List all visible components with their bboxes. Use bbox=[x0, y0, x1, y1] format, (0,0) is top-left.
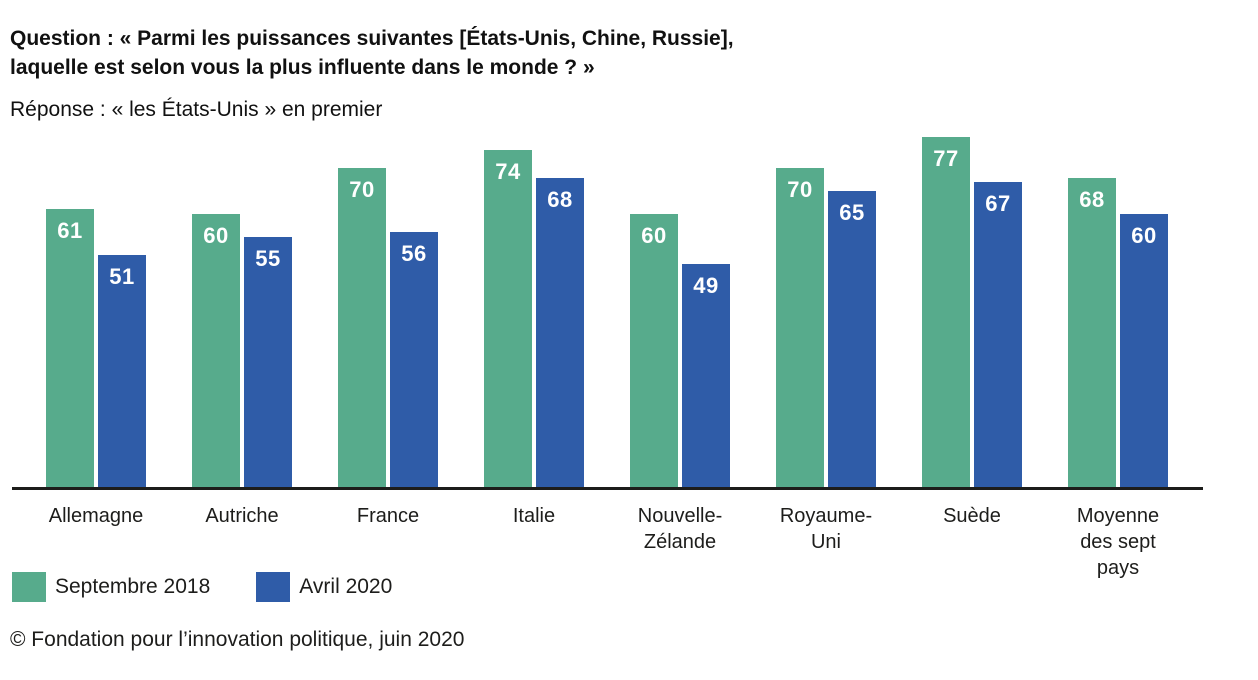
legend: Septembre 2018 Avril 2020 bbox=[12, 572, 392, 602]
bar-avril-2020: 51 bbox=[98, 255, 146, 487]
legend-item-septembre-2018: Septembre 2018 bbox=[12, 572, 210, 602]
bar-avril-2020: 60 bbox=[1120, 214, 1168, 487]
category-axis-labels: Allemagne Autriche France Italie Nouvelle- Z… bbox=[0, 503, 1258, 583]
bar-value-label: 61 bbox=[57, 218, 83, 243]
bar-value-label: 60 bbox=[641, 223, 667, 248]
bar-value-label: 55 bbox=[255, 246, 281, 271]
copyright-credit: © Fondation pour l’innovation politique,… bbox=[10, 628, 465, 651]
category-label: Suède bbox=[943, 505, 1001, 527]
category-label: Nouvelle- Zélande bbox=[637, 505, 723, 553]
bar-value-label: 77 bbox=[933, 146, 959, 171]
x-axis-line bbox=[12, 487, 1203, 490]
bar-value-label: 60 bbox=[1131, 223, 1157, 248]
legend-label-septembre-2018: Septembre 2018 bbox=[55, 575, 211, 598]
bar-value-label: 68 bbox=[1079, 187, 1105, 212]
bar-septembre-2018: 60 bbox=[630, 214, 678, 487]
bar-value-label: 51 bbox=[109, 264, 135, 289]
answer-subtitle: Réponse : « les États-Unis » en premier bbox=[10, 98, 383, 121]
bar-avril-2020: 55 bbox=[244, 237, 292, 487]
bar-value-label: 56 bbox=[401, 241, 427, 266]
bar-value-label: 74 bbox=[495, 159, 521, 184]
bar-value-label: 70 bbox=[349, 177, 375, 202]
bar-septembre-2018: 70 bbox=[338, 168, 386, 487]
legend-swatch-septembre-2018 bbox=[12, 572, 46, 602]
legend-label-avril-2020: Avril 2020 bbox=[299, 575, 393, 598]
bar-septembre-2018: 60 bbox=[192, 214, 240, 487]
bar-septembre-2018: 70 bbox=[776, 168, 824, 487]
bar-avril-2020: 68 bbox=[536, 178, 584, 487]
category-label: Royaume- Uni bbox=[779, 505, 873, 553]
bar-value-label: 65 bbox=[839, 200, 865, 225]
bar-value-label: 70 bbox=[787, 177, 813, 202]
bar-value-label: 60 bbox=[203, 223, 229, 248]
bar-avril-2020: 49 bbox=[682, 264, 730, 487]
bar-value-label: 68 bbox=[547, 187, 573, 212]
category-label: Italie bbox=[512, 505, 556, 527]
bar-value-label: 49 bbox=[693, 273, 719, 298]
category-label: Moyenne des sept pays bbox=[1076, 505, 1160, 579]
bar-septembre-2018: 61 bbox=[46, 209, 94, 487]
bar-value-label: 67 bbox=[985, 191, 1011, 216]
bar-septembre-2018: 68 bbox=[1068, 178, 1116, 487]
bar-avril-2020: 67 bbox=[974, 182, 1022, 487]
legend-item-avril-2020: Avril 2020 bbox=[256, 572, 392, 602]
plot-area: 61 51 60 55 70 56 74 68 60 49 70 65 77 67 68 60 bbox=[46, 137, 1168, 487]
bar-avril-2020: 65 bbox=[828, 191, 876, 487]
category-label: Allemagne bbox=[48, 505, 144, 527]
bar-septembre-2018: 74 bbox=[484, 150, 532, 487]
bar-septembre-2018: 77 bbox=[922, 137, 970, 487]
question-title: Question : « Parmi les puissances suivan… bbox=[10, 27, 734, 79]
category-label: Autriche bbox=[205, 505, 279, 527]
legend-swatch-avril-2020 bbox=[256, 572, 291, 602]
bar-avril-2020: 56 bbox=[390, 232, 438, 487]
category-label: France bbox=[356, 505, 420, 527]
